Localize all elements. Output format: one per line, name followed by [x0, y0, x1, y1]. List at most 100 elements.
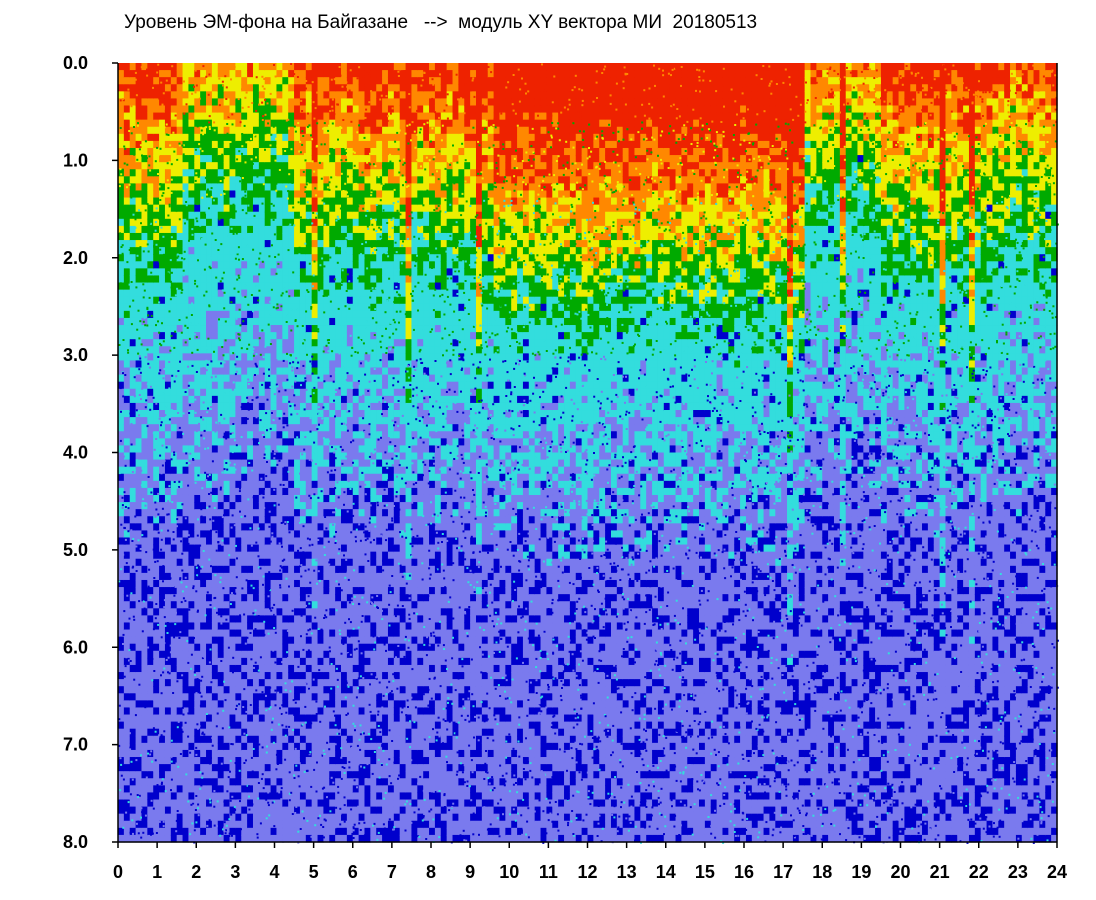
heatmap-cell — [294, 240, 300, 248]
heatmap-cell — [265, 715, 271, 723]
heatmap-cell — [130, 495, 136, 503]
heatmap-cell — [188, 743, 194, 751]
heatmap-cell — [347, 679, 353, 687]
heatmap-cell — [259, 807, 265, 815]
heatmap-cell — [282, 212, 288, 220]
heatmap-cell — [364, 169, 370, 177]
heatmap-cell — [353, 410, 359, 418]
heatmap-cell — [382, 212, 388, 220]
heatmap-cell — [165, 460, 171, 468]
heatmap-cell — [212, 162, 218, 170]
heatmap-cell — [359, 644, 365, 652]
heatmap-cell — [376, 283, 382, 291]
heatmap-cell — [206, 481, 212, 489]
heatmap-cell — [323, 346, 329, 354]
heatmap-cell — [183, 368, 189, 376]
heatmap-cell — [288, 155, 294, 163]
heatmap-cell — [288, 594, 294, 602]
heatmap-cell — [364, 233, 370, 241]
heatmap-cell — [271, 113, 277, 121]
heatmap-cell — [341, 722, 347, 730]
heatmap-cell — [159, 537, 165, 545]
heatmap-cell — [335, 155, 341, 163]
heatmap-cell — [218, 127, 224, 135]
heatmap-cell — [253, 424, 259, 432]
heatmap-cell — [288, 84, 294, 92]
heatmap-cell — [188, 481, 194, 489]
heatmap-cell — [347, 665, 353, 673]
heatmap-cell — [323, 672, 329, 680]
heatmap-cell — [124, 190, 130, 198]
heatmap-cell — [335, 460, 341, 468]
heatmap-cell — [306, 70, 312, 78]
heatmap-cell — [230, 552, 236, 560]
heatmap-cell — [318, 77, 324, 85]
heatmap-cell — [230, 297, 236, 305]
heatmap-cell — [253, 127, 259, 135]
heatmap-cell — [300, 757, 306, 765]
heatmap-cell — [318, 467, 324, 475]
heatmap-cell — [200, 828, 206, 836]
heatmap-cell — [212, 346, 218, 354]
heatmap-cell — [276, 700, 282, 708]
heatmap-cell — [230, 162, 236, 170]
heatmap-cell — [364, 594, 370, 602]
heatmap-cell — [253, 368, 259, 376]
heatmap-cell — [136, 169, 142, 177]
heatmap-cell — [188, 658, 194, 666]
heatmap-cell — [194, 311, 200, 319]
heatmap-cell — [347, 360, 353, 368]
heatmap-cell — [271, 672, 277, 680]
heatmap-cell — [335, 240, 341, 248]
heatmap-cell — [335, 169, 341, 177]
heatmap-cell — [276, 297, 282, 305]
heatmap-cell — [136, 105, 142, 113]
heatmap-cell — [294, 63, 300, 71]
heatmap-cell — [230, 502, 236, 510]
heatmap-cell — [247, 127, 253, 135]
heatmap-cell — [224, 573, 230, 581]
heatmap-cell — [318, 268, 324, 276]
heatmap-cell — [147, 537, 153, 545]
heatmap-cell — [130, 332, 136, 340]
heatmap-cell — [353, 700, 359, 708]
heatmap-cell — [282, 736, 288, 744]
heatmap-cell — [183, 438, 189, 446]
heatmap-cell — [353, 368, 359, 376]
heatmap-cell — [335, 190, 341, 198]
heatmap-cell — [364, 771, 370, 779]
heatmap-cell — [153, 750, 159, 758]
heatmap-cell — [165, 800, 171, 808]
heatmap-cell — [147, 134, 153, 142]
heatmap-cell — [130, 268, 136, 276]
heatmap-cell — [294, 275, 300, 283]
heatmap-cell — [323, 587, 329, 595]
heatmap-cell — [370, 488, 376, 496]
heatmap-cell — [188, 601, 194, 609]
heatmap-cell — [118, 630, 124, 638]
heatmap-cell — [306, 445, 312, 453]
heatmap-cell — [312, 814, 318, 822]
heatmap-cell — [141, 637, 147, 645]
heatmap-cell — [188, 396, 194, 404]
heatmap-cell — [382, 240, 388, 248]
heatmap-cell — [288, 630, 294, 638]
heatmap-cell — [288, 311, 294, 319]
heatmap-cell — [318, 445, 324, 453]
heatmap-cell — [370, 410, 376, 418]
heatmap-cell — [183, 630, 189, 638]
heatmap-cell — [359, 438, 365, 446]
heatmap-cell — [265, 77, 271, 85]
heatmap-cell — [376, 403, 382, 411]
heatmap-cell — [118, 537, 124, 545]
heatmap-cell — [306, 615, 312, 623]
heatmap-cell — [288, 757, 294, 765]
heatmap-cell — [212, 693, 218, 701]
heatmap-cell — [165, 537, 171, 545]
heatmap-cell — [359, 622, 365, 630]
heatmap-cell — [165, 368, 171, 376]
heatmap-cell — [370, 304, 376, 312]
heatmap-cell — [312, 453, 318, 461]
heatmap-cell — [370, 545, 376, 553]
heatmap-cell — [212, 311, 218, 319]
